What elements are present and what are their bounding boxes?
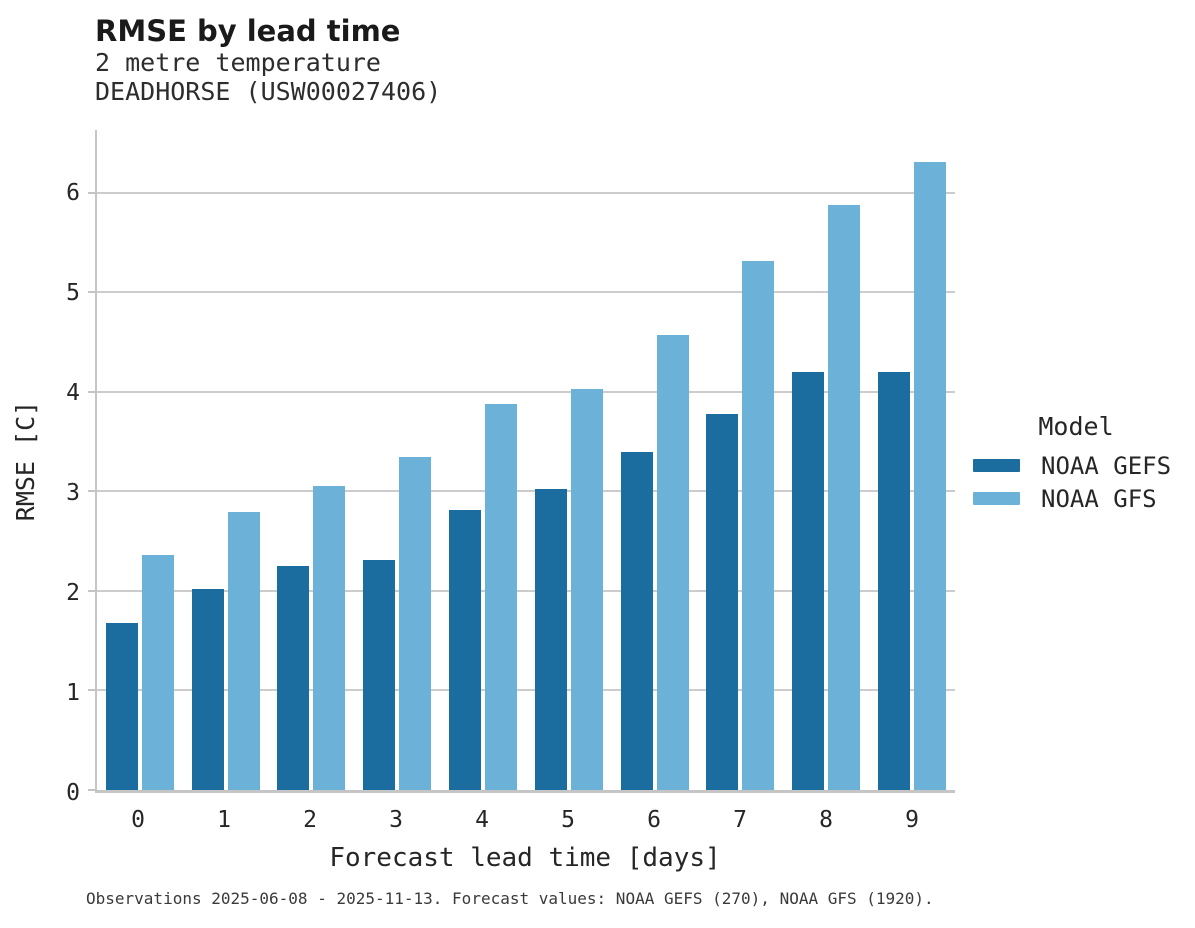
bar-group-9 (869, 130, 955, 790)
ytick-mark-3 (88, 490, 96, 493)
chart-footnote: Observations 2025-06-08 - 2025-11-13. Fo… (86, 889, 934, 908)
legend: Model NOAA GEFS NOAA GFS (973, 412, 1179, 515)
legend-swatch-noaa-gfs (973, 492, 1020, 505)
ytick-label-3: 3 (66, 480, 80, 507)
legend-swatch-noaa-gefs (973, 459, 1020, 472)
chart-subtitle-variable: 2 metre temperature (95, 48, 381, 77)
ytick-label-0: 0 (66, 780, 80, 806)
xtick-label-5: 5 (561, 807, 575, 833)
bar-noaa-gfs-lead-3 (399, 456, 432, 790)
gridline-y-6 (97, 191, 955, 194)
bar-noaa-gefs-lead-8 (792, 371, 825, 790)
bar-noaa-gfs-lead-0 (141, 555, 174, 790)
xtick-label-8: 8 (819, 807, 833, 833)
legend-title: Model (1038, 412, 1114, 441)
bar-noaa-gefs-lead-3 (363, 560, 396, 790)
gridline-y-2 (97, 589, 955, 592)
ytick-label-5: 5 (66, 280, 80, 307)
bar-noaa-gfs-lead-5 (570, 388, 603, 790)
legend-item-noaa-gfs: NOAA GFS (973, 482, 1179, 515)
xtick-label-2: 2 (303, 807, 317, 833)
bar-noaa-gefs-lead-6 (620, 451, 653, 790)
xtick-label-4: 4 (475, 807, 489, 833)
xtick-label-3: 3 (389, 807, 403, 833)
legend-item-label: NOAA GFS (1041, 484, 1157, 513)
bar-group-2 (269, 130, 355, 790)
xtick-label-6: 6 (647, 807, 661, 833)
plot-area (88, 130, 955, 793)
bar-noaa-gfs-lead-4 (485, 403, 518, 790)
bar-noaa-gfs-lead-9 (914, 161, 947, 790)
ytick-label-1: 1 (66, 680, 80, 706)
bar-group-6 (612, 130, 698, 790)
ytick-mark-5 (88, 291, 96, 294)
bar-noaa-gefs-lead-7 (706, 413, 739, 790)
x-axis-tick-labels: 0 1 2 3 4 5 6 7 8 9 (95, 805, 955, 835)
chart-subtitle-station: DEADHORSE (USW00027406) (95, 77, 442, 106)
bars-container (97, 130, 955, 790)
gridline-y-5 (97, 291, 955, 294)
ytick-mark-4 (88, 390, 96, 393)
bar-noaa-gfs-lead-7 (742, 261, 775, 790)
bar-noaa-gefs-lead-0 (105, 622, 138, 790)
xtick-label-0: 0 (131, 807, 145, 833)
bar-group-0 (97, 130, 183, 790)
legend-item-label: NOAA GEFS (1041, 451, 1172, 480)
bar-noaa-gefs-lead-1 (191, 588, 224, 790)
bar-noaa-gfs-lead-2 (313, 486, 346, 790)
bar-group-4 (440, 130, 526, 790)
gridline-y-3 (97, 490, 955, 493)
legend-item-noaa-gefs: NOAA GEFS (973, 449, 1179, 482)
bar-noaa-gfs-lead-8 (828, 204, 861, 790)
y-axis-tick-labels: 0 1 2 3 4 5 6 (28, 130, 80, 806)
x-axis-label: Forecast lead time [days] (329, 843, 721, 873)
ytick-label-6: 6 (66, 180, 80, 207)
ytick-mark-6 (88, 191, 96, 194)
gridline-y-4 (97, 390, 955, 393)
xtick-label-7: 7 (733, 807, 747, 833)
ytick-mark-2 (88, 589, 96, 592)
ytick-label-2: 2 (66, 580, 80, 606)
ytick-mark-1 (88, 689, 96, 692)
bar-group-1 (183, 130, 269, 790)
bar-group-8 (783, 130, 869, 790)
bar-noaa-gefs-lead-5 (534, 489, 567, 790)
gridline-y-1 (97, 689, 955, 692)
bar-group-5 (526, 130, 612, 790)
chart-title: RMSE by lead time (95, 14, 401, 48)
bar-noaa-gefs-lead-2 (277, 566, 310, 790)
title-block: RMSE by lead time 2 metre temperature DE… (95, 14, 441, 106)
bar-noaa-gefs-lead-4 (449, 510, 482, 790)
legend-items: NOAA GEFS NOAA GFS (973, 449, 1179, 515)
ytick-label-4: 4 (66, 380, 80, 406)
bar-group-3 (354, 130, 440, 790)
ytick-mark-0 (88, 789, 96, 791)
xtick-label-1: 1 (217, 807, 231, 833)
bar-noaa-gfs-lead-6 (656, 335, 689, 790)
bar-noaa-gfs-lead-1 (227, 512, 260, 790)
xtick-label-9: 9 (905, 807, 919, 833)
bar-group-7 (698, 130, 784, 790)
bar-noaa-gefs-lead-9 (878, 371, 911, 790)
